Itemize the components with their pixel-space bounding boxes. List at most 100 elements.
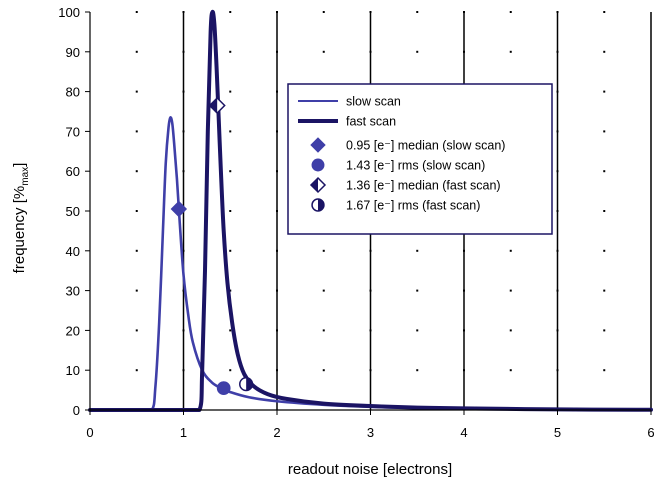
y-axis-title-main: frequency [%: [11, 186, 28, 274]
grid-dot: [229, 210, 232, 212]
grid-dot: [135, 130, 138, 133]
grid-dot: [229, 11, 232, 13]
grid-dot: [509, 329, 512, 332]
diamond-half: [209, 98, 218, 114]
x-tick-label: 2: [273, 425, 280, 440]
grid-dot: [229, 90, 232, 93]
grid-dot: [603, 369, 606, 372]
grid-dot: [135, 90, 138, 93]
grid-dot: [416, 11, 419, 13]
circle-half: [246, 377, 253, 391]
grid-dot: [135, 289, 138, 292]
y-tick-label: 20: [66, 323, 80, 338]
y-axis-title-close: ]: [11, 163, 28, 167]
grid-dot: [603, 50, 606, 53]
grid-dot: [509, 50, 512, 53]
stat-markers: [170, 96, 254, 395]
y-tick-label: 50: [66, 204, 80, 219]
grid-dot: [603, 170, 606, 173]
grid-dot: [229, 369, 232, 372]
y-axis-title: frequency [%max]: [11, 163, 31, 274]
grid-dot: [603, 329, 606, 332]
grid-dot: [135, 11, 138, 13]
stat-marker-2: [216, 381, 231, 395]
legend-label: slow scan: [346, 95, 401, 109]
legend-label: 1.67 [e⁻] rms (fast scan): [346, 199, 480, 213]
x-tick-label: 4: [460, 425, 467, 440]
grid-dot: [416, 289, 419, 292]
x-tick-label: 5: [554, 425, 561, 440]
series-line-fast-scan: [88, 9, 653, 413]
grid-dot: [229, 170, 232, 173]
grid-dot: [603, 11, 606, 13]
x-tick-label: 6: [647, 425, 654, 440]
x-tick-label: 0: [86, 425, 93, 440]
grid-dot: [135, 210, 138, 212]
diamond-shape: [310, 137, 326, 153]
y-tick-label: 80: [66, 85, 80, 100]
grid-dot: [603, 130, 606, 133]
grid-dot: [416, 369, 419, 372]
y-tick-label: 0: [73, 403, 80, 418]
grid-dot: [603, 210, 606, 212]
grid-dot: [229, 329, 232, 332]
grid-dot: [416, 249, 419, 252]
legend-label: 0.95 [e⁻] median (slow scan): [346, 139, 505, 153]
circle-shape: [216, 381, 231, 395]
legend-marker-3: [309, 176, 327, 194]
legend-label: 1.43 [e⁻] rms (slow scan): [346, 159, 485, 173]
y-axis-title-sub: max: [20, 167, 31, 186]
series: [88, 9, 653, 413]
stat-marker-4: [239, 377, 254, 392]
legend-marker-1: [310, 137, 326, 153]
y-tick-label: 100: [58, 5, 80, 20]
grid-dot: [322, 50, 325, 53]
grid-dot: [603, 249, 606, 252]
y-tick-label: 60: [66, 164, 80, 179]
y-tick-label: 10: [66, 363, 80, 378]
diamond-half: [311, 178, 318, 192]
grid-dot: [603, 90, 606, 93]
grid-dot: [322, 369, 325, 372]
x-tick-label: 3: [367, 425, 374, 440]
x-axis-title: readout noise [electrons]: [288, 461, 452, 478]
grid-dot: [322, 249, 325, 252]
grid-dot: [322, 289, 325, 292]
y-tick-label: 70: [66, 124, 80, 139]
x-tick-label: 1: [180, 425, 187, 440]
grid-dot: [416, 329, 419, 332]
grid-dot: [416, 50, 419, 53]
y-tick-label: 30: [66, 284, 80, 299]
grid-dot: [229, 50, 232, 53]
grid-dot: [603, 289, 606, 292]
grid-dot: [135, 50, 138, 53]
axes: 0 10 20 30 40 50 60 70 80 90 100 0 1 2 3 4 5 6: [58, 5, 654, 440]
grid-dot: [229, 289, 232, 292]
circle-shape: [311, 158, 325, 172]
grid-dot: [229, 130, 232, 133]
legend-label: fast scan: [346, 115, 396, 129]
grid-dot: [509, 369, 512, 372]
grid-dot: [135, 249, 138, 252]
stat-marker-3: [208, 96, 226, 115]
y-tick-label: 90: [66, 45, 80, 60]
y-tick-label: 40: [66, 244, 80, 259]
legend: slow scan fast scan 0.95 [e⁻] median (slow…: [287, 83, 553, 235]
grid-dot: [322, 11, 325, 13]
circle-half: [318, 199, 324, 211]
grid-dot: [135, 329, 138, 332]
grid-dot: [135, 369, 138, 372]
legend-box: [287, 83, 553, 235]
grid-dot: [509, 289, 512, 292]
grid-dot: [509, 249, 512, 252]
grid-dot: [135, 170, 138, 173]
grid-dot: [229, 249, 232, 252]
grid-dot: [509, 11, 512, 13]
grid-dot: [322, 329, 325, 332]
stat-marker-1: [170, 200, 188, 218]
legend-marker-2: [311, 158, 325, 172]
legend-label: 1.36 [e⁻] median (fast scan): [346, 179, 501, 193]
diamond-shape: [170, 200, 188, 218]
legend-marker-4: [311, 198, 325, 212]
